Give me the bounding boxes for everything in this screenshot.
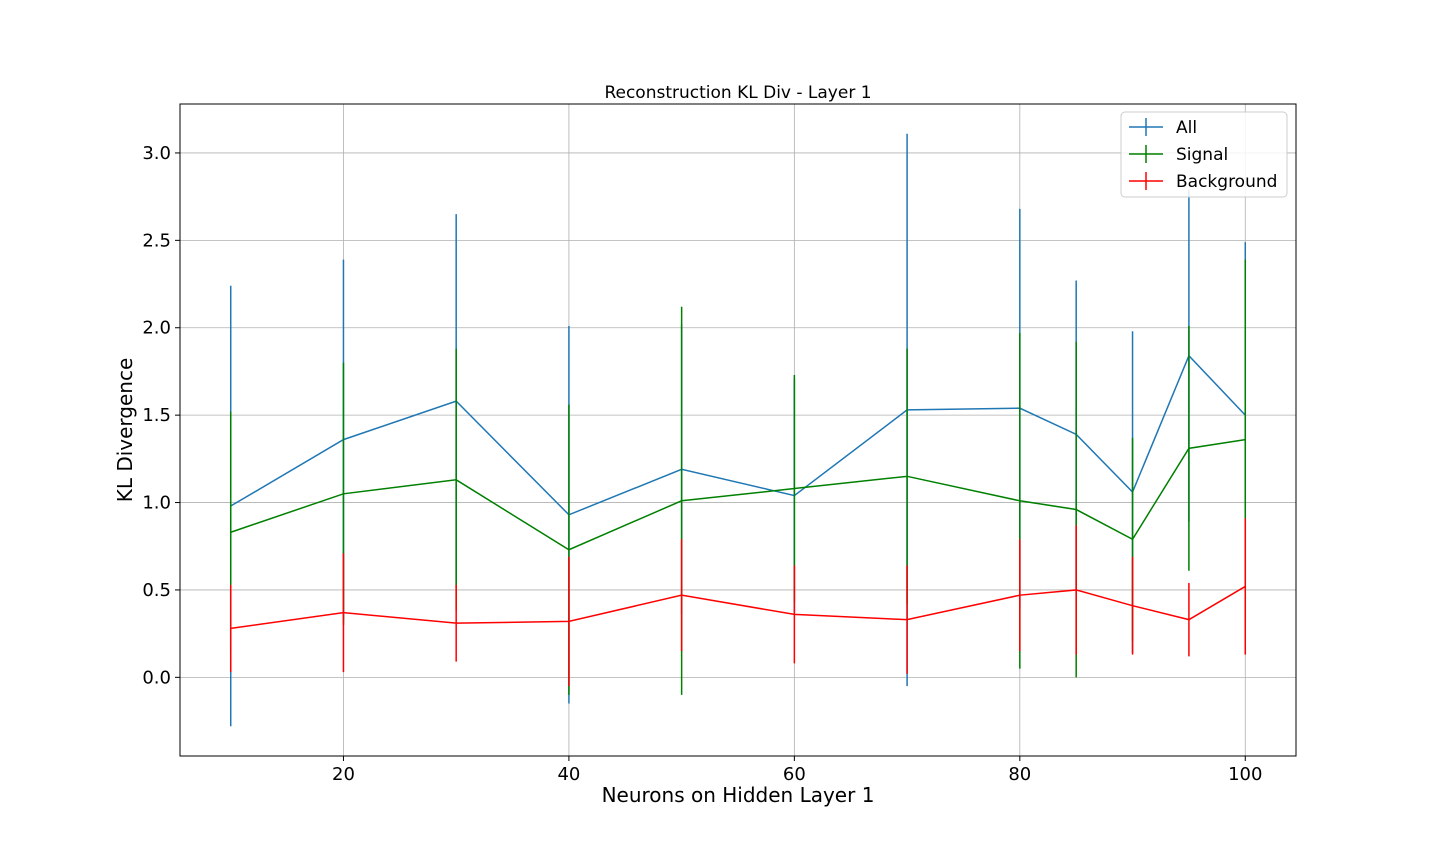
x-axis-label: Neurons on Hidden Layer 1: [602, 783, 875, 807]
legend-label: Background: [1176, 172, 1277, 192]
y-tick-label: 2.5: [142, 230, 171, 251]
y-tick-label: 0.0: [142, 667, 171, 688]
legend-label: Signal: [1176, 145, 1228, 165]
x-tick-label: 60: [783, 764, 806, 785]
x-tick-label: 40: [557, 764, 580, 785]
x-tick-label: 20: [332, 764, 355, 785]
x-tick-label: 100: [1228, 764, 1262, 785]
chart-title: Reconstruction KL Div - Layer 1: [604, 83, 871, 103]
legend: All Signal Background: [1121, 112, 1287, 197]
legend-label: All: [1176, 118, 1197, 138]
y-tick-label: 2.0: [142, 318, 171, 339]
y-tick-label: 3.0: [142, 143, 171, 164]
y-tick-label: 1.5: [142, 405, 171, 426]
y-axis-label: KL Divergence: [113, 358, 137, 503]
y-tick-label: 0.5: [142, 580, 171, 601]
x-tick-label: 80: [1008, 764, 1031, 785]
y-tick-label: 1.0: [142, 493, 171, 514]
